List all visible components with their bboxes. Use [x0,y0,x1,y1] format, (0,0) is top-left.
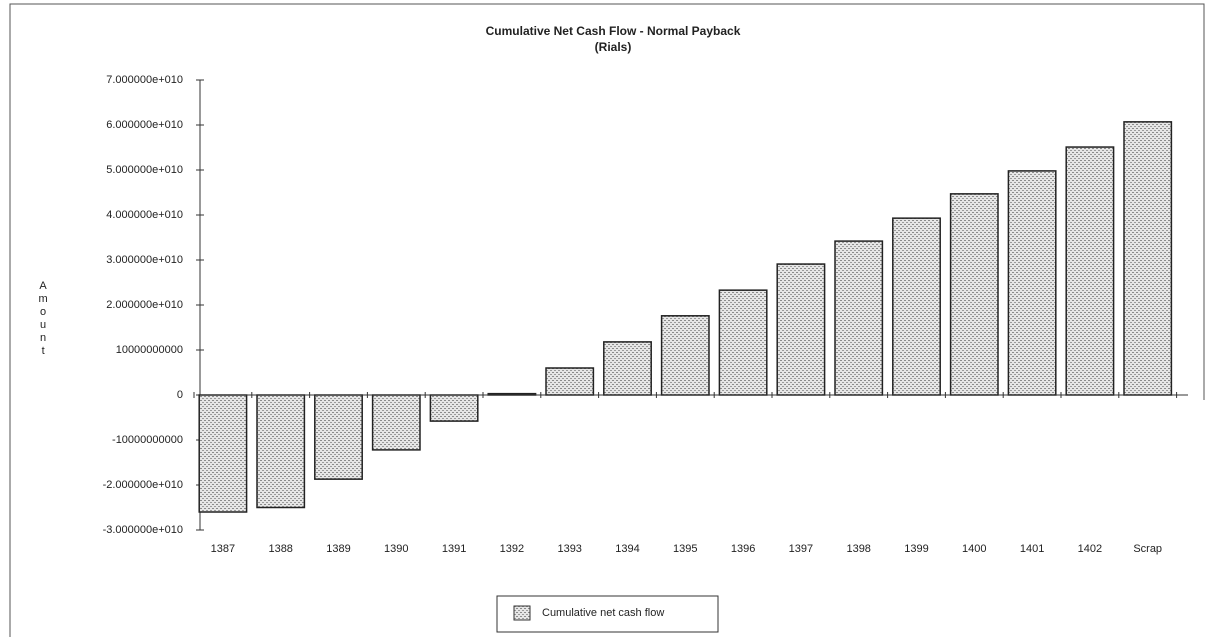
bar [834,240,884,396]
x-tick-label: 1401 [1020,543,1044,555]
y-tick-label: 6.000000e+010 [106,119,183,131]
bar [776,263,826,396]
y-axis-label: Amount [37,280,49,358]
y-tick-label: 2.000000e+010 [106,299,183,311]
legend-swatch [513,605,531,621]
chart-title: Cumulative Net Cash Flow - Normal Paybac… [486,24,741,38]
legend [496,595,719,633]
x-tick-label: 1394 [615,543,639,555]
bar [660,315,710,396]
y-tick-label: 4.000000e+010 [106,209,183,221]
chart-subtitle: (Rials) [595,40,632,54]
y-tick-label: 0 [177,389,183,401]
bar [1065,146,1115,396]
y-tick-label: -10000000000 [112,434,183,446]
x-tick-label: 1393 [557,543,581,555]
bar [545,367,595,396]
x-tick-label: 1398 [846,543,870,555]
x-tick-label: 1387 [211,543,235,555]
x-tick-label: 1395 [673,543,697,555]
x-tick-label: 1390 [384,543,408,555]
x-tick-label: 1391 [442,543,466,555]
x-tick-label: 1396 [731,543,755,555]
x-tick-label: 1400 [962,543,986,555]
bar [371,394,421,451]
bar [603,341,652,396]
bar [314,394,363,480]
x-tick-label: Scrap [1133,543,1162,555]
bar [256,394,306,509]
frame [9,3,1205,637]
y-tick-label: -2.000000e+010 [103,479,183,491]
y-tick-label: 3.000000e+010 [106,254,183,266]
y-tick-label: 5.000000e+010 [106,164,183,176]
bar [429,394,479,422]
y-tick-label: 10000000000 [116,344,183,356]
x-tick-label: 1402 [1078,543,1102,555]
bar [198,394,248,513]
y-tick-label: 7.000000e+010 [106,74,183,86]
y-tick-label: -3.000000e+010 [103,524,183,536]
bar [892,217,941,396]
x-tick-label: 1397 [789,543,813,555]
x-tick-label: 1392 [500,543,524,555]
x-tick-label: 1399 [904,543,928,555]
bar [1123,121,1173,396]
bar [1007,170,1057,396]
bar [718,289,768,396]
x-tick-label: 1389 [326,543,350,555]
bar [949,193,999,396]
legend-label: Cumulative net cash flow [542,607,664,619]
x-tick-label: 1388 [268,543,292,555]
